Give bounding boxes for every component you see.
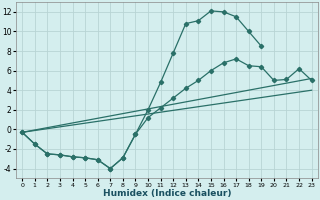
X-axis label: Humidex (Indice chaleur): Humidex (Indice chaleur) bbox=[103, 189, 231, 198]
